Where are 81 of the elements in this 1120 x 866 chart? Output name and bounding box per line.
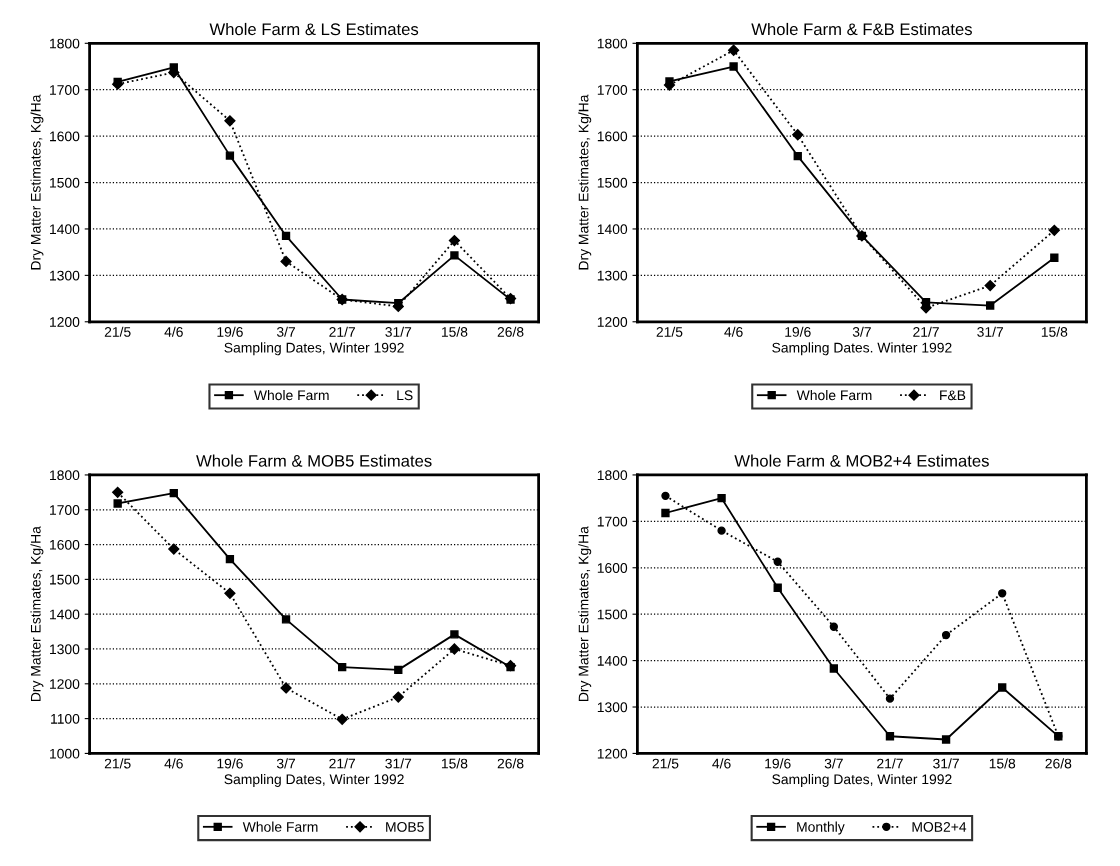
x-tick-label: 4/6: [724, 326, 743, 337]
y-tick-label: 1300: [597, 702, 628, 713]
x-tick-label: 21/7: [913, 326, 939, 337]
y-tick-label: 1200: [50, 317, 80, 327]
x-tick-label: 21/7: [329, 758, 355, 769]
y-tick-label: 1500: [50, 177, 80, 188]
y-tick-label: 1700: [597, 85, 628, 95]
x-axis-title: Sampling Dates, Winter 1992: [224, 774, 404, 787]
y-tick-label: 1400: [597, 655, 628, 666]
y-tick-label: 1200: [50, 679, 80, 689]
x-tick-label: 3/7: [276, 326, 295, 337]
x-tick-label: 15/8: [1041, 326, 1068, 337]
x-tick-label: 21/5: [652, 758, 679, 769]
y-axis-title: Dry Matter Estimates, Kg/Ha: [578, 94, 592, 270]
x-tick-label: 4/6: [164, 758, 183, 769]
chart-title: Whole Farm & LS Estimates: [209, 22, 419, 36]
x-tick-label: 4/6: [712, 758, 731, 769]
chart-title: Whole Farm & MOB5 Estimates: [196, 454, 432, 467]
x-tick-label: 15/8: [441, 758, 468, 769]
y-axis-title: Dry Matter Estimates, Kg/Ha: [30, 526, 44, 702]
legend-label: MOB2+4: [912, 821, 967, 832]
x-tick-label: 26/8: [497, 758, 524, 769]
x-tick-label: 26/8: [1045, 758, 1072, 769]
x-tick-label: 31/7: [977, 326, 1003, 337]
y-tick-label: 1800: [50, 38, 80, 49]
x-axis-title: Sampling Dates, Winter 1992: [772, 774, 952, 787]
x-tick-label: 21/7: [877, 758, 903, 769]
x-tick-label: 19/6: [217, 326, 243, 337]
legend-label: Monthly: [797, 821, 845, 835]
chart-title: Whole Farm & MOB2+4 Estimates: [734, 454, 989, 467]
x-tick-label: 4/6: [164, 326, 183, 337]
x-tick-label: 19/6: [217, 758, 243, 769]
y-tick-label: 1500: [597, 177, 628, 188]
y-tick-label: 1500: [597, 609, 628, 620]
y-tick-label: 1000: [50, 748, 80, 759]
y-tick-label: 1700: [597, 516, 628, 527]
x-axis-title: Sampling Dates, Winter 1992: [224, 342, 404, 356]
y-tick-label: 1300: [50, 270, 80, 281]
y-tick-label: 1200: [597, 317, 628, 327]
y-tick-label: 1500: [50, 574, 80, 585]
y-axis-title: Dry Matter Estimates, Kg/Ha: [30, 94, 44, 270]
x-tick-label: 19/6: [765, 758, 791, 769]
x-axis-title: Sampling Dates. Winter 1992: [772, 342, 952, 356]
y-tick-label: 1600: [50, 539, 80, 550]
chart-title: Whole Farm & F&B Estimates: [751, 22, 972, 36]
x-tick-label: 31/7: [933, 758, 959, 769]
x-tick-label: 21/5: [104, 326, 131, 337]
x-tick-label: 15/8: [441, 326, 468, 337]
y-tick-label: 1200: [597, 748, 628, 759]
legend-label: F&B: [940, 390, 966, 401]
y-tick-label: 1800: [597, 38, 628, 49]
x-tick-label: 15/8: [989, 758, 1016, 769]
y-tick-label: 1800: [597, 470, 628, 481]
legend-label: MOB5: [386, 821, 424, 832]
x-tick-label: 21/5: [656, 326, 683, 337]
y-tick-label: 1300: [597, 270, 628, 281]
y-tick-label: 1600: [50, 131, 80, 142]
legend-label: Whole Farm: [242, 821, 318, 832]
y-tick-label: 1400: [50, 224, 80, 235]
y-tick-label: 1100: [51, 713, 80, 724]
y-tick-label: 1300: [50, 644, 80, 655]
y-tick-label: 1700: [50, 85, 80, 95]
y-axis-title: Dry Matter Estimates, Kg/Ha: [578, 526, 592, 702]
x-tick-label: 31/7: [385, 758, 412, 769]
x-tick-label: 3/7: [852, 326, 871, 337]
x-tick-label: 26/8: [497, 326, 524, 337]
y-tick-label: 1800: [50, 470, 80, 481]
x-tick-label: 3/7: [276, 758, 295, 769]
y-tick-label: 1700: [50, 505, 80, 515]
y-tick-label: 1600: [597, 131, 628, 142]
legend-label: Whole Farm: [253, 389, 329, 401]
legend-label: LS: [397, 390, 413, 401]
y-tick-label: 1400: [50, 609, 80, 620]
x-tick-label: 21/7: [329, 326, 355, 337]
x-tick-label: 21/5: [104, 758, 131, 769]
y-tick-label: 1400: [597, 224, 628, 235]
x-tick-label: 3/7: [824, 758, 843, 769]
x-tick-label: 31/7: [385, 326, 412, 337]
legend-label: Whole Farm: [796, 389, 872, 401]
x-tick-label: 19/6: [785, 326, 811, 337]
y-tick-label: 1600: [597, 563, 628, 573]
